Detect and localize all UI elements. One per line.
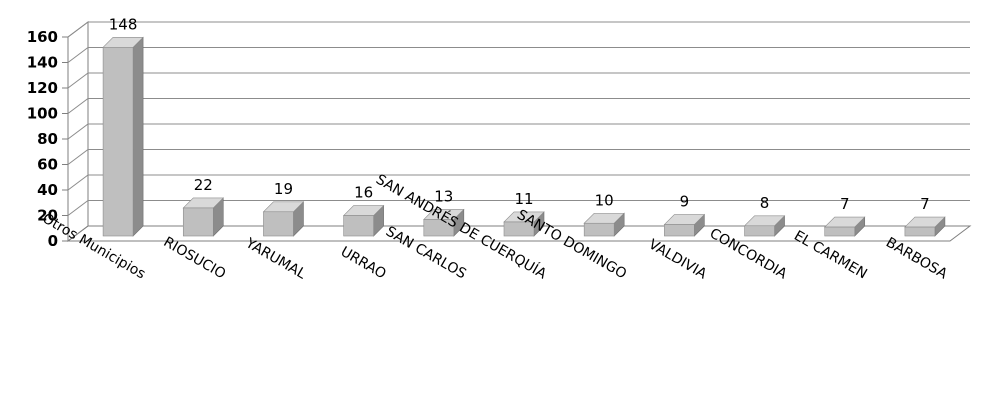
gridline — [67, 174, 970, 191]
gridline — [67, 149, 970, 165]
x-category-label: BARBOSA — [883, 235, 950, 283]
bar — [342, 204, 385, 237]
bars — [102, 36, 946, 237]
bar-front — [182, 207, 214, 237]
bar-front — [423, 219, 455, 237]
bar — [583, 212, 625, 237]
gridlines — [67, 21, 970, 216]
data-label: 148 — [109, 15, 138, 33]
y-tick-label: 120 — [27, 79, 58, 97]
bar — [423, 208, 465, 237]
data-label: 9 — [680, 193, 690, 211]
data-label: 22 — [194, 176, 213, 194]
bar-front — [824, 226, 856, 237]
y-tick-label: 20 — [37, 207, 58, 225]
data-labels: 148 22 19 16 13 11 10 9 8 7 7 — [109, 15, 930, 213]
y-tick-label: 140 — [27, 54, 58, 72]
bar — [743, 215, 786, 237]
bar-side — [132, 36, 144, 237]
bar — [904, 216, 946, 237]
bar-front — [102, 46, 134, 237]
data-label: 8 — [760, 194, 770, 212]
x-category-label: YARUMAL — [242, 235, 309, 283]
gridline — [67, 47, 970, 63]
bar — [503, 211, 545, 237]
data-label: 10 — [595, 191, 614, 209]
gridline — [67, 123, 970, 140]
bar — [182, 197, 224, 237]
gridline — [67, 200, 970, 216]
bar — [663, 213, 706, 237]
data-label: 7 — [920, 195, 930, 213]
bar-front — [263, 211, 294, 237]
y-tick-label: 160 — [27, 28, 58, 46]
bar-front — [664, 224, 695, 237]
y-tick-label: 100 — [27, 105, 58, 123]
bar-front — [343, 215, 374, 237]
data-label: 19 — [274, 180, 293, 198]
gridline — [67, 21, 970, 38]
gridline — [67, 72, 970, 89]
y-tick-label: 60 — [37, 156, 58, 174]
y-axis-ticks: 0 20 40 60 80 100 120 140 160 — [27, 28, 68, 250]
bar-front — [503, 221, 535, 237]
x-category-label: VALDIVIA — [646, 236, 710, 282]
bar-front — [583, 222, 615, 237]
data-label: 16 — [354, 184, 373, 202]
data-label: 11 — [514, 190, 533, 208]
y-tick-label: 80 — [37, 130, 58, 148]
floor — [66, 225, 972, 242]
bar — [102, 36, 144, 237]
x-category-label: URRAO — [338, 244, 389, 283]
bar-front — [744, 225, 775, 237]
x-axis-labels: Otros Municipios RIOSUCIO YARUMAL URRAOSAN … — [39, 171, 950, 283]
data-label: 7 — [840, 195, 850, 213]
data-label: 13 — [434, 187, 453, 205]
y-tick-label: 0 — [48, 232, 58, 250]
bar — [262, 201, 305, 237]
bar — [824, 216, 866, 237]
y-tick-label: 40 — [37, 181, 58, 199]
gridline — [67, 98, 970, 114]
bar-front — [904, 226, 936, 237]
